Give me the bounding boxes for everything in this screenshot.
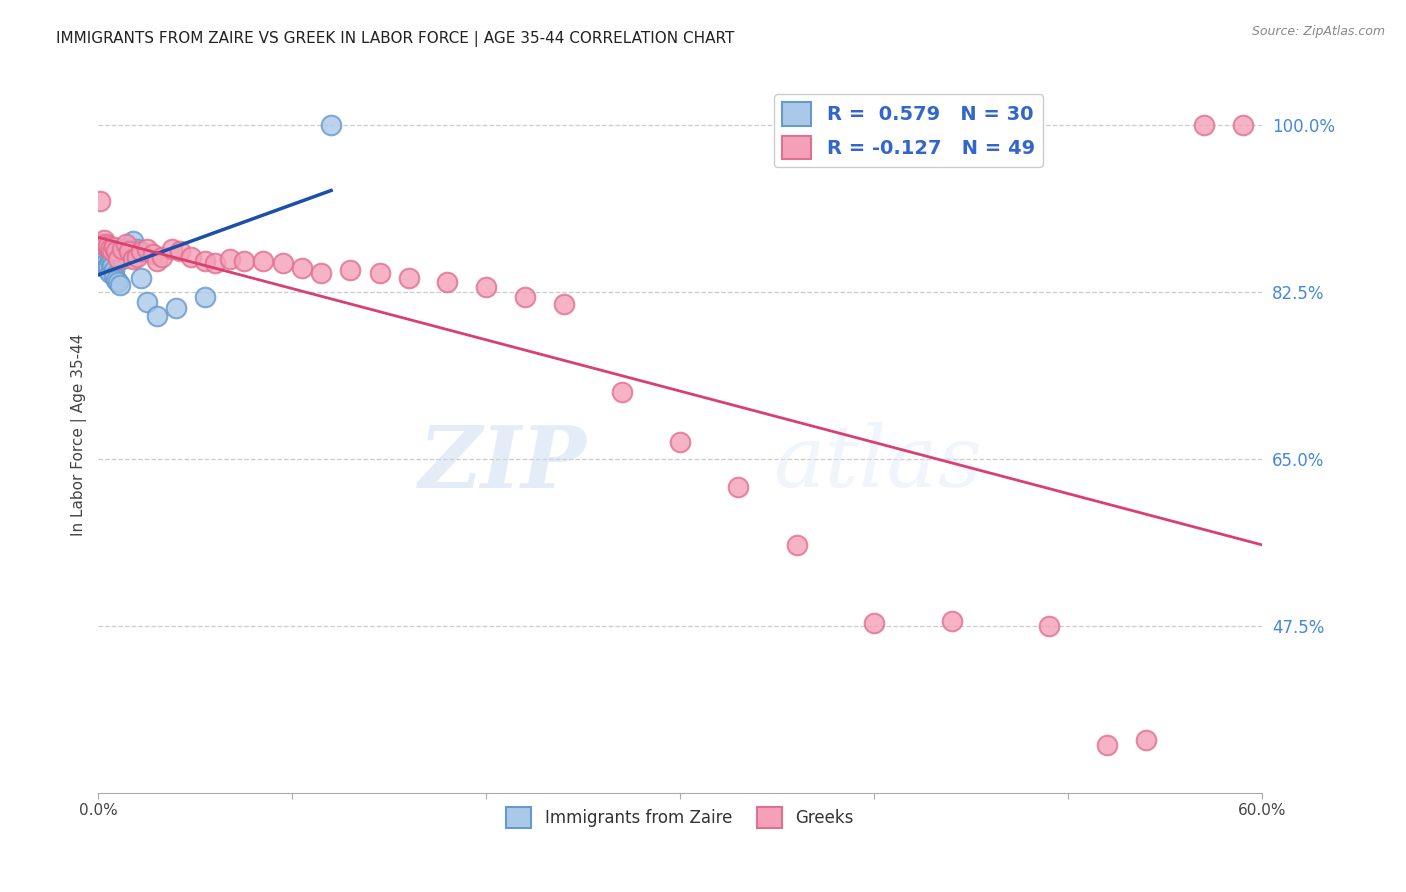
Point [194, 290, 217, 304]
Point [145, 309, 167, 323]
Point [91, 237, 114, 252]
Point [94, 261, 117, 276]
Point [114, 237, 136, 252]
Point [97, 263, 120, 277]
Point [111, 242, 134, 256]
Point [553, 297, 575, 311]
Text: Source: ZipAtlas.com: Source: ZipAtlas.com [1251, 25, 1385, 38]
Point [165, 301, 187, 316]
Point [108, 278, 131, 293]
Point [89, 242, 111, 256]
Point [98, 266, 121, 280]
Point [319, 118, 342, 132]
Point [103, 263, 125, 277]
Point [1192, 118, 1215, 132]
Point [727, 481, 749, 495]
Point [142, 247, 165, 261]
Point [194, 253, 217, 268]
Point [513, 290, 536, 304]
Point [103, 268, 125, 283]
Point [89, 194, 111, 209]
Point [941, 614, 963, 628]
Point [204, 256, 226, 270]
Point [118, 244, 141, 258]
Point [94, 256, 117, 270]
Point [786, 538, 808, 552]
Point [129, 270, 152, 285]
Point [219, 252, 242, 266]
Point [104, 272, 127, 286]
Point [436, 276, 458, 290]
Point [104, 244, 127, 258]
Point [1232, 118, 1254, 132]
Point [93, 253, 115, 268]
Point [1135, 733, 1157, 747]
Point [129, 244, 152, 258]
Point [127, 250, 149, 264]
Point [122, 235, 145, 249]
Point [145, 253, 167, 268]
Point [291, 261, 314, 276]
Point [127, 242, 149, 256]
Legend: Immigrants from Zaire, Greeks: Immigrants from Zaire, Greeks [499, 801, 860, 834]
Point [101, 252, 124, 266]
Point [135, 294, 157, 309]
Point [107, 276, 129, 290]
Point [117, 240, 139, 254]
Text: atlas: atlas [773, 422, 983, 505]
Point [160, 242, 183, 256]
Y-axis label: In Labor Force | Age 35-44: In Labor Force | Age 35-44 [72, 334, 87, 536]
Point [101, 259, 124, 273]
Text: ZIP: ZIP [419, 422, 588, 506]
Point [339, 263, 361, 277]
Point [98, 253, 121, 268]
Point [98, 242, 121, 256]
Point [610, 385, 633, 400]
Point [118, 242, 141, 256]
Point [863, 615, 886, 630]
Point [103, 240, 125, 254]
Point [150, 250, 173, 264]
Point [232, 253, 254, 268]
Point [94, 237, 117, 252]
Point [368, 266, 391, 280]
Point [93, 250, 115, 264]
Point [111, 252, 134, 266]
Point [122, 252, 145, 266]
Point [107, 252, 129, 266]
Point [1038, 619, 1060, 633]
Point [1095, 738, 1118, 752]
Point [91, 244, 114, 258]
Point [93, 233, 115, 247]
Point [271, 256, 294, 270]
Point [97, 259, 120, 273]
Point [398, 270, 420, 285]
Point [97, 239, 120, 253]
Text: IMMIGRANTS FROM ZAIRE VS GREEK IN LABOR FORCE | AGE 35-44 CORRELATION CHART: IMMIGRANTS FROM ZAIRE VS GREEK IN LABOR … [56, 31, 734, 47]
Point [169, 244, 191, 258]
Point [669, 434, 692, 449]
Point [135, 242, 157, 256]
Point [112, 242, 135, 256]
Point [101, 244, 124, 258]
Point [311, 266, 333, 280]
Point [91, 237, 114, 252]
Point [475, 280, 498, 294]
Point [252, 253, 274, 268]
Point [180, 250, 202, 264]
